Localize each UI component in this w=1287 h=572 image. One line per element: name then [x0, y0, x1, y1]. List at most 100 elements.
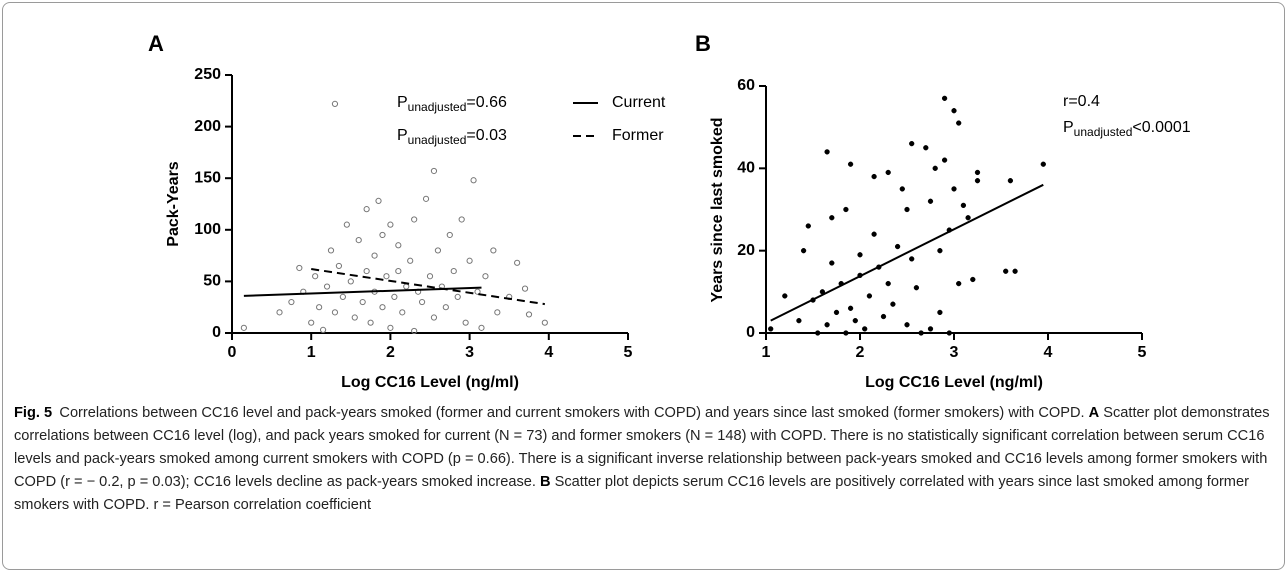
x-axis-title: Log CC16 Level (ng/ml)	[865, 374, 1043, 391]
y-tick-label: 0	[212, 324, 221, 341]
data-point	[880, 313, 887, 320]
annotation-text: =0.03	[466, 127, 507, 144]
x-tick-label: 5	[624, 344, 633, 361]
data-point	[482, 273, 489, 280]
data-point	[843, 206, 849, 213]
data-point	[894, 243, 901, 250]
data-point	[387, 221, 394, 228]
data-point	[829, 260, 835, 266]
data-point	[899, 186, 905, 192]
annotation-subscript: unadjusted	[408, 100, 467, 114]
data-point	[339, 293, 346, 300]
data-point	[367, 319, 374, 326]
data-point	[913, 285, 920, 291]
data-point	[541, 319, 548, 326]
annotation-text: P	[397, 127, 408, 144]
data-point	[927, 198, 934, 204]
data-point	[885, 169, 891, 176]
y-tick-label: 200	[194, 118, 221, 135]
data-point	[974, 178, 981, 184]
data-point	[411, 216, 418, 223]
data-point	[391, 293, 398, 300]
data-point	[470, 177, 477, 184]
data-point	[946, 330, 952, 336]
data-point	[956, 120, 962, 126]
data-point	[363, 267, 370, 275]
data-point	[1040, 161, 1046, 167]
caption-panel-label: A	[1088, 405, 1100, 421]
data-point	[379, 231, 386, 239]
annotation-text: P	[1063, 119, 1074, 136]
data-point	[909, 256, 915, 262]
data-point	[494, 309, 501, 316]
data-point	[359, 298, 366, 306]
caption-panel-label: B	[540, 474, 551, 490]
data-point	[890, 301, 896, 307]
data-point	[909, 140, 915, 147]
annotation: Punadjusted=0.66	[397, 94, 507, 114]
data-point	[974, 169, 981, 176]
data-point	[312, 273, 319, 280]
data-point	[375, 197, 382, 205]
data-point	[411, 327, 418, 335]
y-tick-label: 100	[194, 221, 221, 238]
data-point	[525, 311, 533, 318]
data-point	[833, 309, 840, 316]
data-point	[446, 231, 453, 239]
data-point	[866, 293, 873, 299]
caption-label: Fig. 5	[14, 405, 53, 421]
annotation-text: <0.0001	[1132, 119, 1190, 136]
x-tick-label: 4	[544, 344, 553, 361]
data-point	[343, 221, 350, 228]
data-point	[800, 248, 807, 254]
data-point	[418, 298, 426, 306]
x-tick-label: 2	[856, 344, 865, 361]
annotation-subscript: unadjusted	[408, 133, 467, 147]
data-point	[407, 257, 414, 264]
data-point	[843, 330, 849, 336]
data-point	[871, 173, 877, 180]
data-point	[871, 231, 877, 237]
y-tick-label: 250	[194, 66, 221, 83]
y-tick-label: 0	[746, 324, 755, 341]
data-point	[782, 293, 788, 299]
y-axis-title: Pack-Years	[165, 161, 182, 247]
caption-panel-text: Scatter plot demonstrates correlations b…	[14, 405, 1270, 490]
x-tick-label: 5	[1138, 344, 1147, 361]
data-point	[474, 288, 481, 295]
data-point	[490, 247, 497, 254]
data-point	[395, 242, 402, 249]
data-point	[932, 165, 938, 171]
data-point	[331, 100, 339, 107]
legend-label: Current	[612, 94, 666, 111]
data-point	[371, 252, 378, 259]
trend-line	[311, 268, 545, 306]
data-point	[824, 322, 830, 328]
data-point	[970, 276, 976, 283]
data-point	[1007, 178, 1014, 184]
x-tick-label: 3	[950, 344, 959, 361]
data-point	[387, 324, 394, 331]
data-point	[466, 257, 473, 264]
data-point	[434, 247, 442, 254]
data-point	[956, 280, 962, 287]
data-point	[308, 319, 315, 326]
x-tick-label: 1	[307, 344, 316, 361]
legend-label: Former	[612, 127, 664, 144]
annotation-text: P	[397, 94, 408, 111]
data-point	[450, 267, 457, 275]
data-point	[296, 264, 303, 272]
annotation: Punadjusted<0.0001	[1063, 119, 1191, 139]
data-point	[347, 278, 354, 285]
data-point	[458, 216, 465, 223]
caption-text: Correlations between CC16 level and pack…	[59, 405, 1085, 421]
x-tick-label: 3	[465, 344, 474, 361]
data-point	[355, 237, 362, 244]
data-point	[927, 326, 934, 332]
data-point	[240, 324, 247, 331]
data-point	[815, 330, 821, 336]
data-point	[829, 215, 835, 221]
x-tick-label: 2	[386, 344, 395, 361]
